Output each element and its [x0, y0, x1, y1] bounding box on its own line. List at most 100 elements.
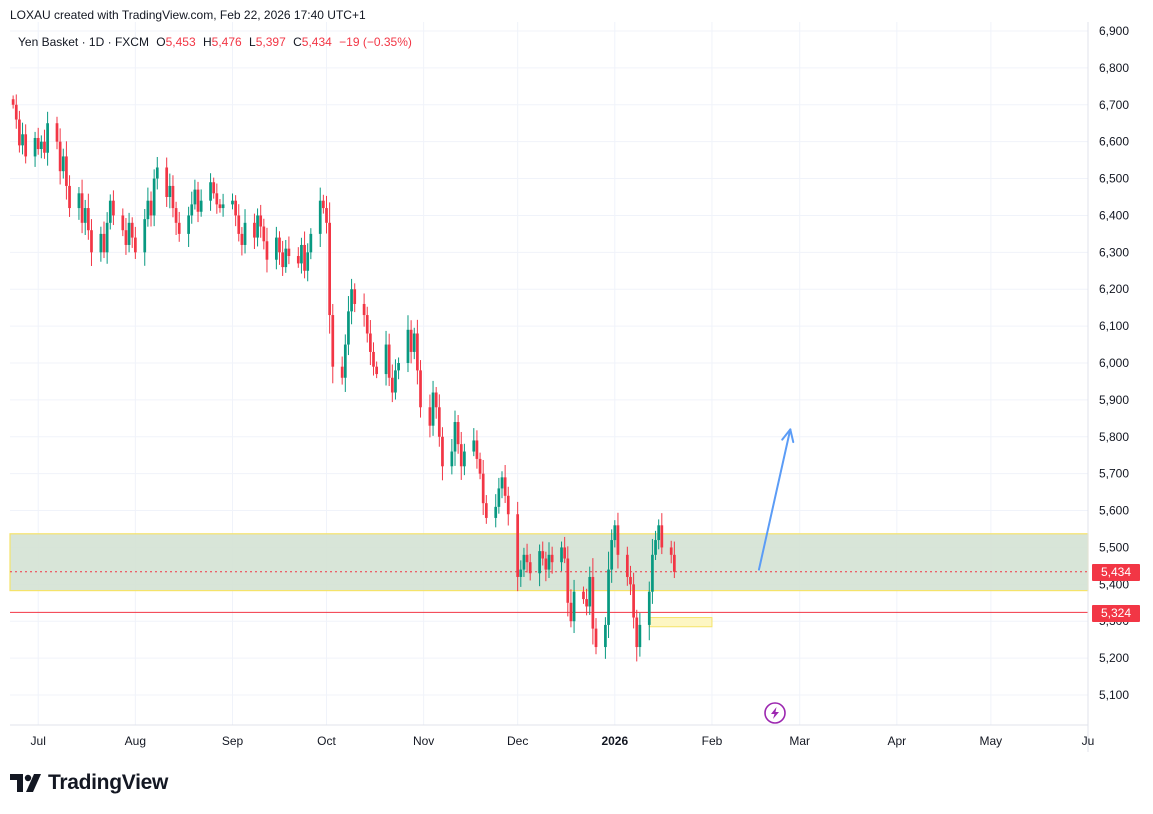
candle-body	[497, 488, 501, 507]
candle-body	[177, 222, 181, 234]
candle-body	[431, 392, 435, 426]
price-tick-label: 5,100	[1099, 688, 1129, 702]
time-tick-label: 2026	[601, 734, 628, 748]
candle-body	[481, 473, 485, 504]
candle-body	[325, 208, 328, 223]
price-tick-label: 5,700	[1099, 467, 1129, 481]
candle-body	[582, 591, 585, 600]
candle-body	[347, 311, 350, 345]
candle-body	[253, 222, 256, 238]
candle-body	[456, 422, 460, 445]
candle-body	[362, 303, 366, 316]
candle-body	[39, 141, 43, 150]
candle-body	[428, 407, 432, 426]
candle-body	[68, 185, 71, 209]
price-tick-label: 6,100	[1099, 319, 1129, 333]
candle-body	[475, 440, 479, 459]
candle-body	[365, 315, 369, 334]
candle-body	[14, 104, 18, 120]
chart-overlays-front	[757, 428, 795, 571]
candle-body	[193, 189, 197, 205]
low-label: L	[249, 35, 256, 49]
candle-body	[541, 551, 545, 559]
candle-body	[61, 156, 65, 172]
candle-body	[588, 576, 592, 607]
low-value: 5,397	[255, 35, 286, 49]
time-tick-label: Oct	[317, 734, 336, 748]
candle-body	[231, 200, 234, 205]
candle-body	[105, 222, 109, 253]
candle-body	[187, 215, 190, 234]
open-label: O	[156, 35, 166, 49]
candle-body	[278, 237, 281, 253]
candle-body	[350, 289, 353, 312]
candle-body	[36, 137, 40, 150]
candle-body	[234, 200, 237, 216]
candle-body	[149, 200, 153, 216]
candle-body	[155, 167, 159, 179]
chart-grid	[10, 22, 1089, 725]
candle-body	[563, 547, 567, 559]
candle-body	[275, 237, 278, 260]
price-tick-label: 6,500	[1099, 172, 1129, 186]
candle-body	[525, 554, 529, 563]
candle-body	[538, 551, 541, 574]
candle-body	[463, 451, 466, 467]
candle-body	[629, 576, 632, 585]
candle-body	[199, 200, 203, 212]
candle-body	[21, 134, 24, 146]
candle-body	[441, 436, 444, 467]
time-tick-label: Jul	[31, 734, 46, 748]
candle-body	[174, 208, 178, 223]
candle-body	[672, 554, 676, 572]
price-tick-label: 6,600	[1099, 135, 1129, 149]
candle-body	[240, 233, 244, 245]
candle-body	[300, 244, 303, 264]
candle-body	[108, 200, 112, 223]
projection-arrow-head	[781, 428, 795, 444]
candle-body	[99, 233, 103, 253]
time-tick-label: Sep	[222, 734, 244, 748]
price-axis: 6,900 6,800 6,700 6,600 6,500 6,400 6,300 6,200…	[1099, 24, 1129, 702]
candle-body	[657, 525, 661, 541]
candle-body	[610, 540, 614, 570]
candle-body	[309, 233, 313, 253]
time-axis: Jul Aug Sep Oct Nov Dec 2026 Feb Mar Apr May Ju	[31, 734, 1095, 748]
candle-body	[591, 576, 595, 629]
tradingview-logo[interactable]: TradingView	[10, 771, 168, 795]
candle-body	[237, 215, 241, 234]
candle-body	[437, 407, 441, 437]
small-zone	[648, 617, 713, 628]
tradingview-brand: TradingView	[48, 771, 169, 794]
candle-body	[33, 137, 37, 157]
candle-body	[171, 185, 175, 209]
time-tick-label: Nov	[413, 734, 434, 748]
candle-body	[397, 363, 400, 371]
candle-body	[124, 230, 128, 245]
candle-body	[632, 584, 635, 618]
price-tick-label: 6,700	[1099, 98, 1129, 112]
candle-body	[281, 252, 284, 268]
price-tick-label: 6,300	[1099, 245, 1129, 259]
candle-body	[406, 329, 410, 363]
candle-body	[296, 256, 300, 264]
candle-body	[419, 370, 422, 408]
candle-body	[516, 514, 520, 577]
lightning-icon	[764, 702, 786, 724]
candle-body	[638, 624, 642, 648]
candle-body	[654, 540, 657, 555]
tradingview-logo-icon	[10, 774, 41, 792]
chart-credit: LOXAU created with TradingView.com, Feb …	[10, 8, 366, 22]
time-tick-label: Ju	[1082, 734, 1095, 748]
candle-body	[318, 200, 322, 234]
price-tick-label: 5,200	[1099, 651, 1129, 665]
time-tick-label: Aug	[125, 734, 146, 748]
candle-body	[287, 248, 291, 257]
candle-body	[65, 156, 68, 186]
high-value: 5,476	[211, 35, 242, 49]
candle-body	[384, 344, 388, 375]
time-tick-label: Feb	[702, 734, 723, 748]
candle-body	[209, 182, 212, 201]
close-value: 5,434	[301, 35, 332, 49]
